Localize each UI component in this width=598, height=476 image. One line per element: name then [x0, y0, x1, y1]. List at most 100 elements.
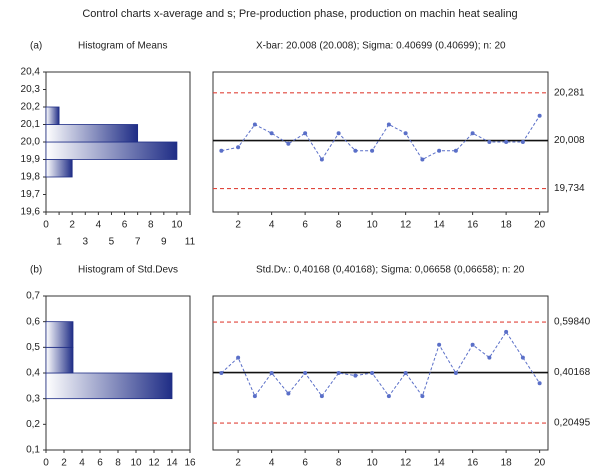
data-point: [504, 140, 509, 144]
x-tick-label: 1: [56, 237, 62, 248]
x-tick-label: 4: [79, 458, 85, 469]
x-tick-label: 18: [501, 220, 513, 231]
y-tick-label: 20,0: [21, 137, 41, 148]
panel-title: Std.Dv.: 0,40168 (0,40168); Sigma: 0,066…: [256, 265, 525, 276]
panel-label: (a): [30, 41, 42, 52]
bar: [45, 372, 173, 400]
x-tick-label: 14: [434, 458, 446, 469]
page-title: Control charts x-average and s; Pre-prod…: [82, 8, 517, 20]
bar: [45, 106, 60, 125]
y-tick-label: 19,9: [21, 154, 41, 165]
x-tick-label: 4: [269, 458, 275, 469]
data-point: [520, 140, 525, 144]
data-point: [336, 131, 341, 136]
x-tick-label: 20: [534, 458, 546, 469]
x-tick-label: 4: [96, 220, 102, 231]
x-tick-label: 14: [434, 220, 446, 231]
y-tick-label: 0,3: [26, 393, 40, 404]
data-point: [504, 329, 509, 334]
data-point: [353, 148, 358, 153]
x-tick-label: 2: [235, 458, 241, 469]
x-tick-label: 12: [400, 458, 412, 469]
y-tick-label: 0,6: [26, 316, 40, 327]
x-tick-label: 8: [336, 458, 342, 469]
y-tick-label: 0,20495: [554, 418, 591, 429]
data-point: [420, 157, 425, 162]
x-tick-label: 0: [43, 458, 49, 469]
bar: [45, 124, 139, 143]
panel-title: Histogram of Means: [78, 41, 167, 52]
y-tick-label: 0,1: [26, 445, 40, 456]
bar: [45, 346, 74, 374]
x-tick-label: 12: [400, 220, 412, 231]
x-tick-label: 11: [185, 237, 196, 248]
data-point: [386, 122, 391, 127]
data-point: [520, 355, 525, 360]
data-point: [303, 131, 308, 136]
data-point: [453, 148, 458, 153]
y-tick-label: 19,8: [21, 172, 41, 183]
data-point: [219, 371, 224, 375]
x-tick-label: 6: [302, 458, 308, 469]
bar: [45, 159, 73, 178]
x-tick-label: 16: [467, 458, 479, 469]
x-tick-label: 8: [115, 458, 121, 469]
data-point: [487, 140, 492, 144]
x-tick-label: 8: [336, 220, 342, 231]
panel-label: (b): [30, 265, 42, 276]
data-point: [252, 394, 257, 399]
data-line: [221, 331, 541, 398]
bar: [45, 141, 178, 160]
y-tick-label: 20,4: [21, 67, 41, 78]
data-point: [386, 394, 391, 399]
x-tick-label: 20: [534, 220, 546, 231]
data-point: [487, 355, 492, 360]
x-tick-label: 16: [467, 220, 479, 231]
x-tick-label: 6: [302, 220, 308, 231]
data-point: [319, 157, 324, 162]
data-point: [336, 371, 341, 375]
data-point: [537, 381, 542, 386]
y-tick-label: 20,281: [554, 87, 585, 98]
x-tick-label: 0: [43, 220, 49, 231]
data-point: [236, 145, 241, 150]
x-tick-label: 14: [166, 458, 178, 469]
data-point: [219, 148, 224, 153]
y-tick-label: 20,008: [554, 135, 585, 146]
y-tick-label: 19,7: [21, 189, 41, 200]
x-tick-label: 12: [148, 458, 160, 469]
data-point: [236, 355, 241, 360]
x-tick-label: 10: [367, 220, 379, 231]
data-point: [470, 342, 475, 347]
y-tick-label: 19,734: [554, 183, 585, 194]
plot-frame: [212, 71, 549, 213]
x-tick-label: 2: [61, 458, 67, 469]
data-point: [269, 371, 274, 375]
x-tick-label: 2: [235, 220, 241, 231]
y-tick-label: 0,59840: [554, 317, 591, 328]
x-tick-label: 2: [69, 220, 75, 231]
x-tick-label: 3: [82, 237, 88, 248]
y-tick-label: 20,3: [21, 84, 41, 95]
y-tick-label: 0,7: [26, 291, 40, 302]
y-tick-label: 20,1: [21, 119, 41, 130]
bar: [45, 321, 74, 348]
x-tick-label: 18: [501, 458, 513, 469]
x-tick-label: 10: [130, 458, 142, 469]
x-tick-label: 5: [109, 237, 115, 248]
x-tick-label: 10: [171, 220, 183, 231]
data-point: [252, 122, 257, 127]
x-tick-label: 8: [148, 220, 154, 231]
x-tick-label: 10: [367, 458, 379, 469]
y-tick-label: 20,2: [21, 102, 41, 113]
panel-title: Histogram of Std.Devs: [78, 265, 178, 276]
y-tick-label: 0,5: [26, 342, 40, 353]
data-point: [470, 131, 475, 136]
data-point: [537, 113, 542, 118]
panel-title: X-bar: 20.008 (20.008); Sigma: 0.40699 (…: [256, 41, 506, 52]
y-tick-label: 0,4: [26, 368, 40, 379]
data-point: [269, 131, 274, 136]
x-tick-label: 6: [97, 458, 103, 469]
data-point: [303, 371, 308, 375]
